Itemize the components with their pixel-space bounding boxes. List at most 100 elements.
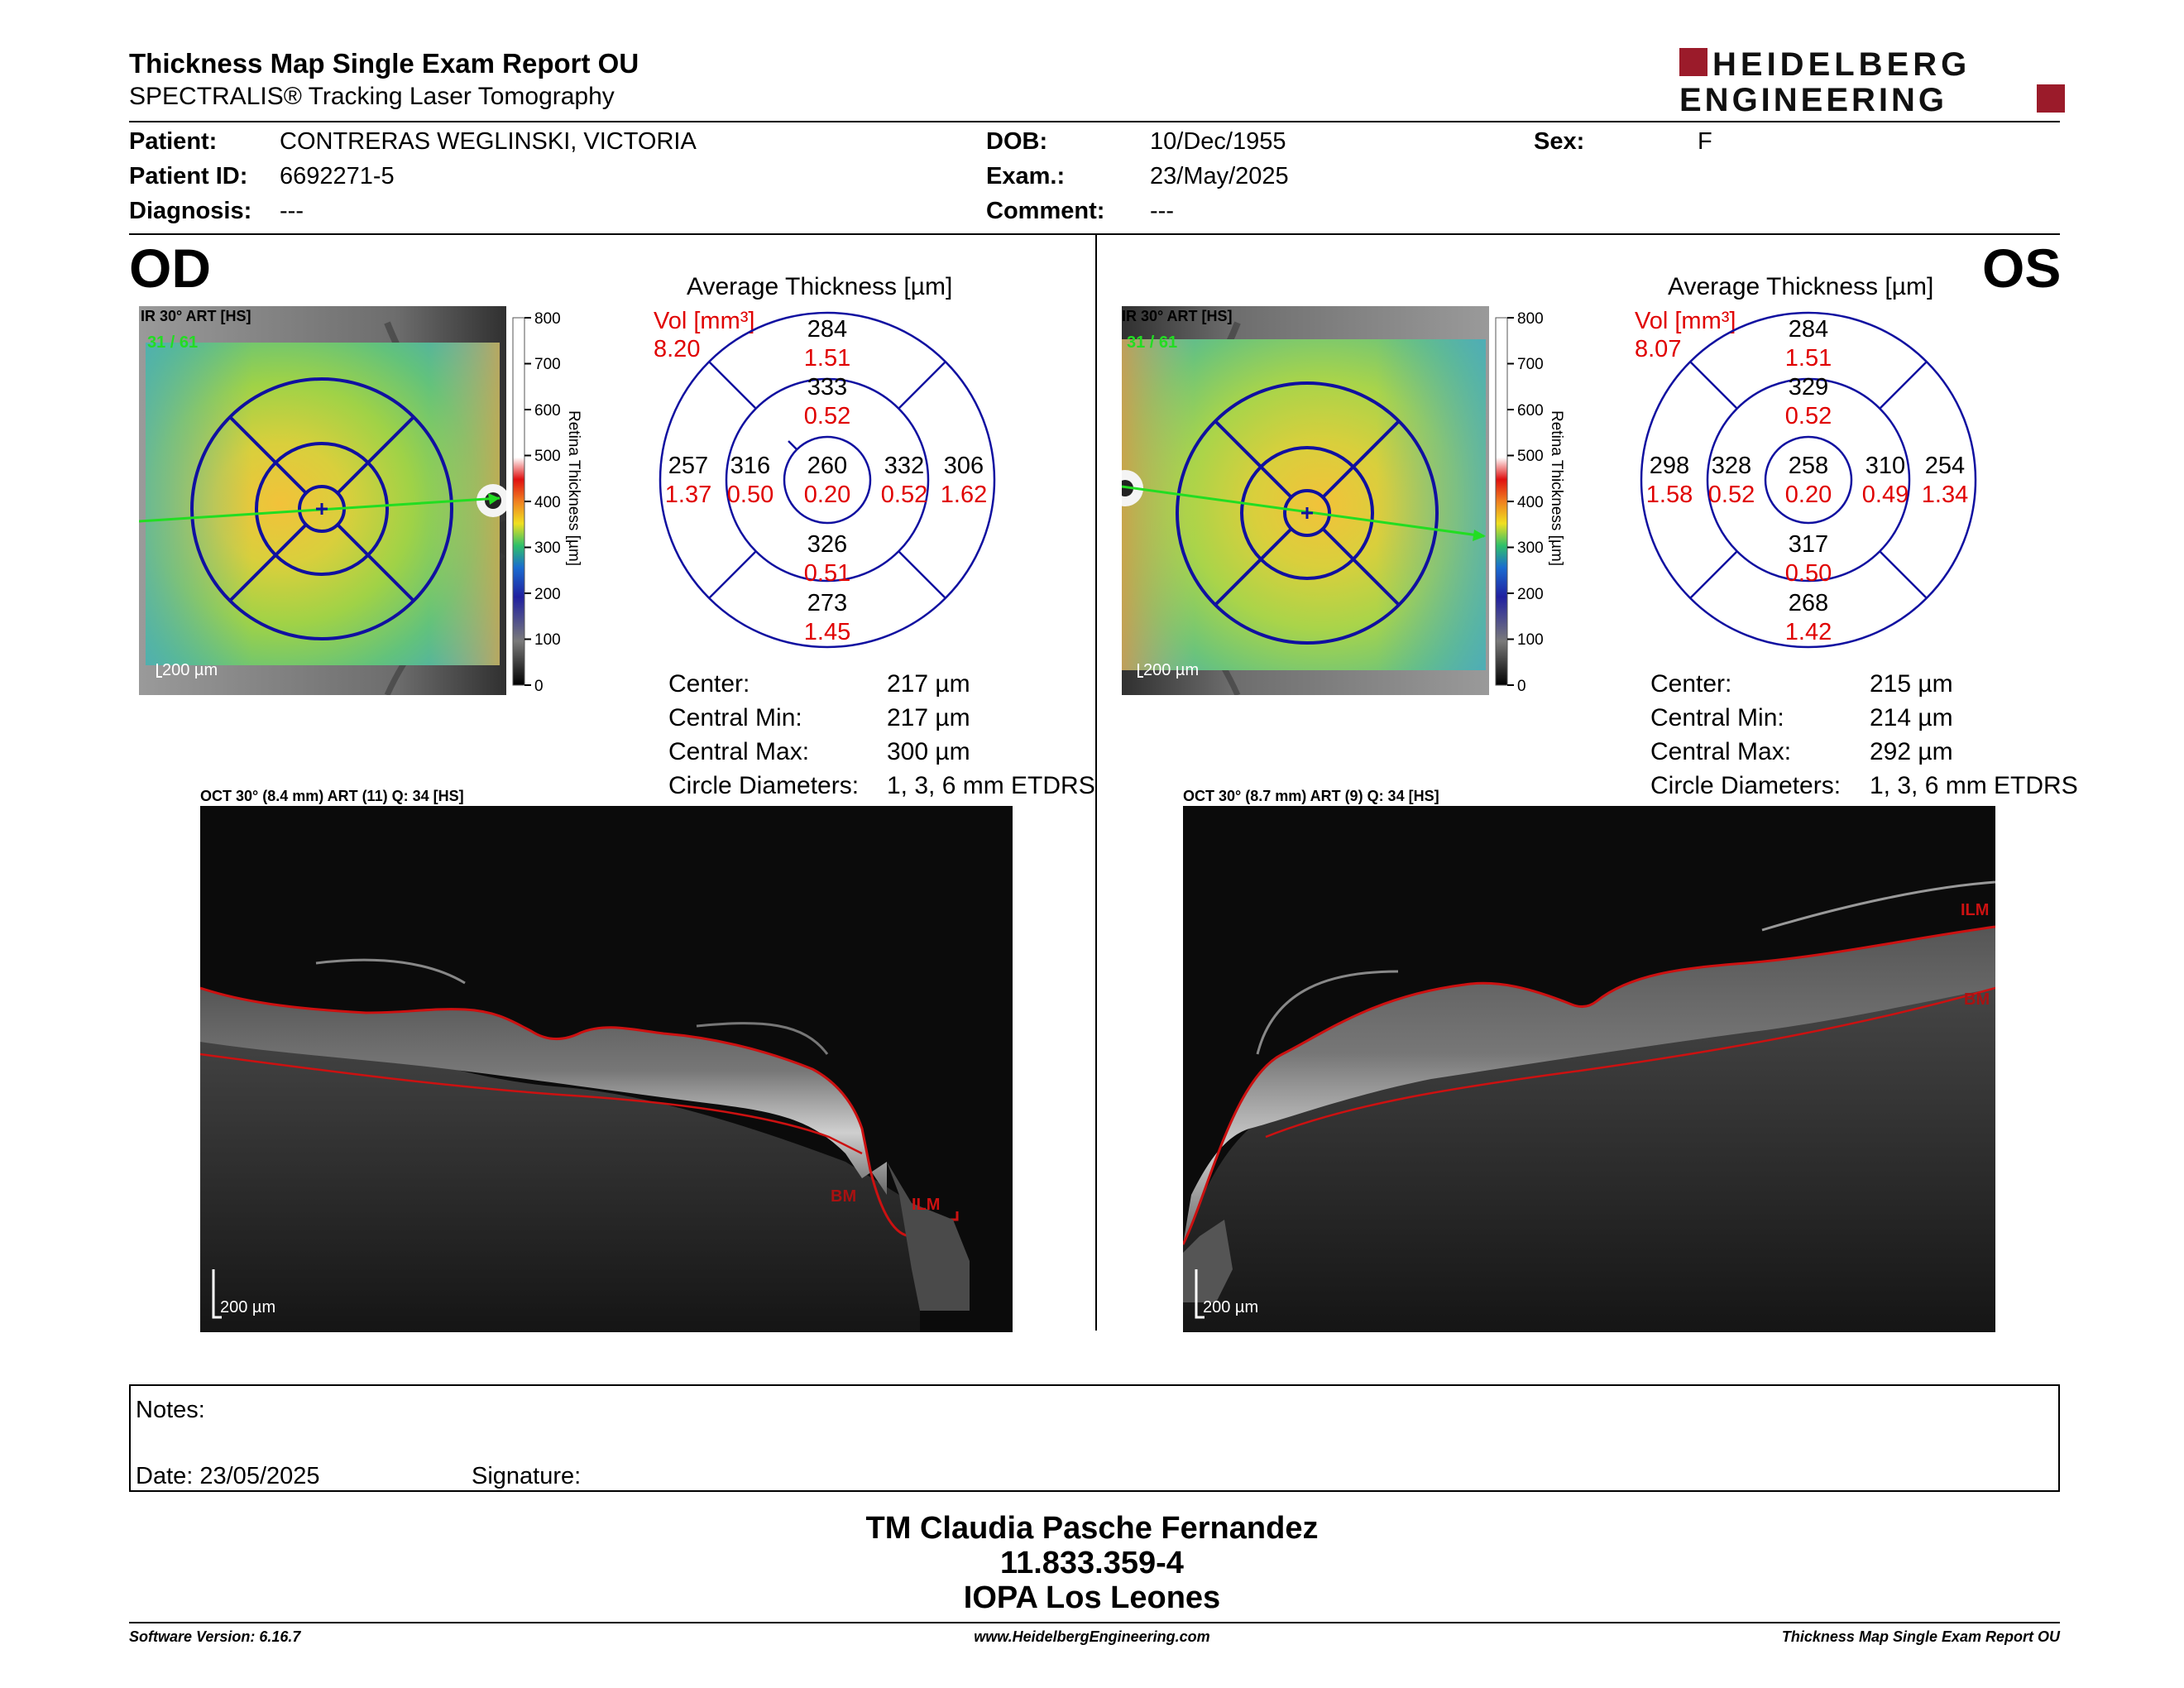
od-oct-label: OCT 30° (8.4 mm) ART (11) Q: 34 [HS] <box>200 788 464 804</box>
os-inner-right-thickness: 310 <box>1866 453 1905 479</box>
patient-label: Patient: <box>129 128 218 155</box>
od-circle-diam-label: Circle Diameters: <box>668 772 860 799</box>
svg-text:500: 500 <box>534 448 561 465</box>
od-vol-label: Vol [mm³] <box>654 308 755 334</box>
os-inner-left-thickness: 328 <box>1712 453 1751 479</box>
os-etdrs-grid: 284 1.51 329 0.52 258 0.20 328 0.52 310 … <box>1640 311 1977 649</box>
sex: F <box>1698 128 1712 155</box>
os-outer-left-thickness: 298 <box>1650 453 1689 479</box>
patient-id: 6692271-5 <box>280 163 395 189</box>
os-central-max-value: 292 µm <box>1870 738 1953 765</box>
svg-text:0: 0 <box>534 678 544 692</box>
od-fundus-scale: 200 µm <box>162 661 218 679</box>
info-rule <box>129 233 2060 235</box>
od-oct-scale: 200 µm <box>220 1298 275 1316</box>
svg-text:Retina Thickness [µm]: Retina Thickness [µm] <box>565 410 582 566</box>
od-inner-right-volume: 0.52 <box>881 482 927 508</box>
footer-report-name: Thickness Map Single Exam Report OU <box>1781 1628 2060 1645</box>
os-outer-left-volume: 1.58 <box>1646 482 1693 508</box>
software-version: Software Version: 6.16.7 <box>129 1628 301 1645</box>
od-fundus-thickness-map: 31 / 61 200 µm <box>139 306 506 695</box>
website-link[interactable]: www.HeidelbergEngineering.com <box>974 1628 1210 1645</box>
od-outer-sup-thickness: 284 <box>807 316 847 343</box>
os-center-value: 215 µm <box>1870 670 1953 698</box>
od-center-label: Center: <box>668 670 750 698</box>
os-fundus-thickness-map: 31 / 61 200 µm <box>1122 306 1489 695</box>
diagnosis-label: Diagnosis: <box>129 198 252 224</box>
svg-text:0: 0 <box>1517 678 1526 692</box>
svg-text:ENGINEERING: ENGINEERING <box>1679 82 1947 116</box>
od-avg-title: Average Thickness [µm] <box>687 273 953 300</box>
os-outer-sup-volume: 1.51 <box>1785 345 1832 372</box>
svg-text:100: 100 <box>534 631 561 649</box>
svg-text:700: 700 <box>534 356 561 373</box>
os-avg-title: Average Thickness [µm] <box>1668 273 1934 300</box>
signer-id: 11.833.359-4 <box>1000 1546 1184 1580</box>
svg-text:Retina Thickness [µm]: Retina Thickness [µm] <box>1548 410 1565 566</box>
os-central-min-label: Central Min: <box>1650 704 1784 731</box>
svg-text:HEIDELBERG: HEIDELBERG <box>1712 46 1971 83</box>
os-center-thickness: 258 <box>1789 453 1828 479</box>
od-inner-sup-thickness: 333 <box>807 374 847 400</box>
od-central-min-value: 217 µm <box>887 704 970 731</box>
od-inner-inf-volume: 0.51 <box>804 560 850 587</box>
svg-text:300: 300 <box>1517 539 1544 557</box>
comment-label: Comment: <box>986 198 1105 224</box>
os-fundus-scale: 200 µm <box>1143 661 1199 679</box>
os-oct-bscan: ILM BM 200 µm <box>1183 806 1995 1332</box>
svg-text:400: 400 <box>534 494 561 511</box>
svg-text:200: 200 <box>1517 586 1544 603</box>
od-center-value: 217 µm <box>887 670 970 698</box>
svg-text:600: 600 <box>534 402 561 420</box>
od-central-max-value: 300 µm <box>887 738 970 765</box>
od-inner-right-thickness: 332 <box>884 453 924 479</box>
svg-text:200: 200 <box>534 586 561 603</box>
od-bm-label: BM <box>831 1187 856 1206</box>
os-inner-inf-thickness: 317 <box>1789 531 1828 558</box>
os-oct-label: OCT 30° (8.7 mm) ART (9) Q: 34 [HS] <box>1183 788 1439 804</box>
od-inner-left-thickness: 316 <box>730 453 770 479</box>
od-outer-sup-volume: 1.51 <box>804 345 850 372</box>
od-frame-counter: 31 / 61 <box>147 333 198 352</box>
os-circle-diam-label: Circle Diameters: <box>1650 772 1842 799</box>
os-inner-right-volume: 0.49 <box>1862 482 1909 508</box>
notes-box[interactable] <box>129 1384 2060 1492</box>
notes-date: Date: 23/05/2025 <box>136 1463 320 1489</box>
os-colorbar: 800 700 600 500 400 300 200 100 0 Retina… <box>1495 310 1565 692</box>
eye-divider <box>1095 235 1097 1331</box>
od-colorbar: 800 700 600 500 400 300 200 100 0 Retina… <box>512 310 582 692</box>
od-vol-total: 8.20 <box>654 336 701 362</box>
os-outer-right-thickness: 254 <box>1925 453 1965 479</box>
os-outer-inf-thickness: 268 <box>1789 590 1828 616</box>
svg-text:800: 800 <box>534 310 561 328</box>
os-frame-counter: 31 / 61 <box>1127 333 1177 352</box>
os-ilm-label: ILM <box>1961 901 1989 919</box>
footer-rule <box>129 1622 2060 1623</box>
exam-label: Exam.: <box>986 163 1066 189</box>
os-outer-sup-thickness: 284 <box>1789 316 1828 343</box>
os-center-volume: 0.20 <box>1785 482 1832 508</box>
svg-text:500: 500 <box>1517 448 1544 465</box>
os-outer-inf-volume: 1.42 <box>1785 619 1832 645</box>
os-central-min-value: 214 µm <box>1870 704 1953 731</box>
od-etdrs-grid: 284 1.51 333 0.52 260 0.20 316 0.50 332 … <box>659 311 996 649</box>
os-bm-label: BM <box>1964 990 1990 1009</box>
od-center-thickness: 260 <box>807 453 847 479</box>
dob-label: DOB: <box>986 128 1048 155</box>
od-outer-left-thickness: 257 <box>668 453 708 479</box>
signature-label: Signature: <box>472 1463 582 1489</box>
od-outer-right-thickness: 306 <box>944 453 984 479</box>
sex-label: Sex: <box>1534 128 1585 155</box>
os-ir-label: IR 30° ART [HS] <box>1122 308 1233 324</box>
os-inner-inf-volume: 0.50 <box>1785 560 1832 587</box>
os-inner-sup-volume: 0.52 <box>1785 403 1832 429</box>
od-central-min-label: Central Min: <box>668 704 802 731</box>
os-oct-scale: 200 µm <box>1203 1298 1258 1316</box>
os-inner-sup-thickness: 329 <box>1789 374 1828 400</box>
header-rule <box>129 121 2060 122</box>
signer-clinic: IOPA Los Leones <box>963 1580 1221 1615</box>
od-circle-diam-value: 1, 3, 6 mm ETDRS <box>887 772 1095 799</box>
os-center-label: Center: <box>1650 670 1732 698</box>
os-vol-total: 8.07 <box>1635 336 1682 362</box>
svg-text:800: 800 <box>1517 310 1544 328</box>
